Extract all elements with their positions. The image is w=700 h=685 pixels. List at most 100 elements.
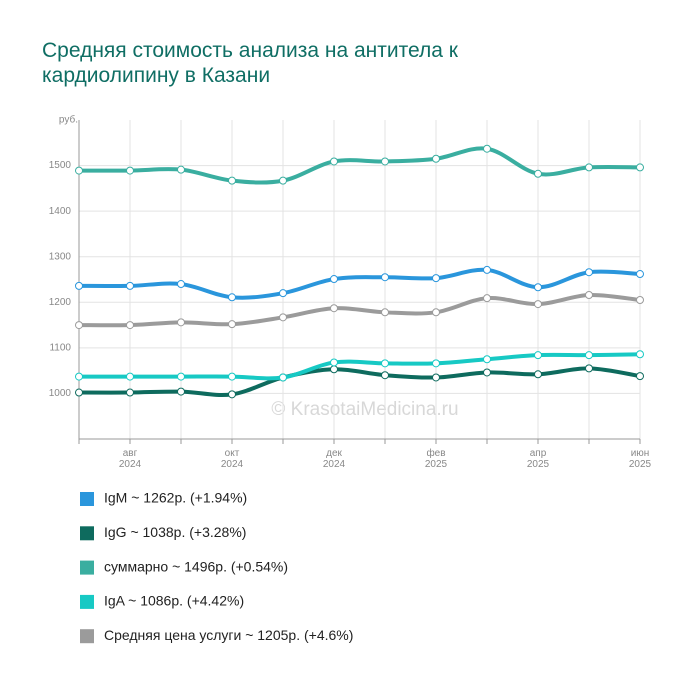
point (585, 364, 593, 373)
x-tick-label-line: окт (225, 448, 240, 459)
point (75, 388, 83, 397)
point (75, 372, 83, 381)
point (126, 281, 134, 290)
x-tick-label: апр 2025 (527, 448, 550, 470)
y-tick-label: 1200 (49, 297, 72, 308)
point (279, 289, 287, 298)
point (126, 372, 134, 381)
legend-swatch (80, 629, 94, 644)
x-tick-label: июн 2025 (629, 448, 652, 470)
point (432, 154, 440, 163)
point (432, 274, 440, 283)
point (75, 321, 83, 330)
point (432, 308, 440, 317)
legend-label: IgM ~ 1262р. (+1.94%) (104, 490, 247, 506)
point (534, 300, 542, 309)
legend-swatch (80, 560, 94, 575)
legend-swatch (80, 492, 94, 506)
legend-label: IgG ~ 1038р. (+3.28%) (104, 524, 246, 540)
point (126, 166, 134, 175)
series-line (78, 146, 641, 185)
x-tick-label: дек 2024 (323, 448, 346, 470)
point (279, 373, 287, 382)
point (177, 280, 185, 289)
point (330, 157, 338, 166)
y-tick-label: 1400 (49, 206, 72, 217)
point (636, 372, 644, 381)
point (585, 163, 593, 172)
x-tick-label-line: фев (426, 447, 445, 459)
point (330, 365, 338, 374)
watermark: © KrasotaiMedicina.ru (271, 399, 458, 420)
y-axis-label: руб. (59, 114, 78, 126)
x-tick-label-line: 2025 (629, 459, 652, 470)
point (126, 321, 134, 330)
series-line (79, 352, 641, 381)
legend-label: IgA ~ 1086р. (+4.42%) (104, 593, 244, 609)
chart-title: Средняя стоимость анализа на антитела к … (42, 39, 458, 87)
x-tick-label-line: 2024 (221, 459, 244, 470)
x-tick-label-line: 2024 (323, 459, 346, 470)
x-tick-label: фев 2025 (425, 447, 448, 470)
point (330, 275, 338, 284)
point (585, 268, 593, 277)
point (228, 320, 236, 329)
point (228, 293, 236, 302)
series-line (78, 366, 641, 397)
point (432, 359, 440, 368)
point (483, 294, 491, 303)
x-tick-label-line: авг (123, 448, 138, 459)
point (177, 387, 185, 396)
point (636, 163, 644, 172)
x-tick-label: авг 2024 (119, 448, 142, 470)
point (381, 308, 389, 317)
series-line (78, 292, 641, 328)
point (330, 304, 338, 313)
point (75, 166, 83, 175)
point (534, 283, 542, 292)
point (279, 176, 287, 185)
y-tick-label: 1000 (49, 388, 72, 399)
point (381, 371, 389, 380)
point (177, 318, 185, 327)
point (228, 372, 236, 381)
point (177, 165, 185, 174)
point (534, 370, 542, 379)
legend-swatch (80, 526, 94, 541)
point (279, 313, 287, 322)
point (534, 351, 542, 360)
point (228, 176, 236, 185)
point (636, 270, 644, 279)
point (585, 351, 593, 360)
x-tick-label-line: июн (631, 448, 650, 459)
y-tick-label: 1300 (49, 251, 72, 262)
y-tick-label: 1100 (49, 342, 71, 353)
point (483, 355, 491, 364)
point (126, 388, 134, 397)
point (432, 373, 440, 382)
point (75, 281, 83, 290)
series-line (78, 267, 641, 300)
point (483, 265, 491, 274)
point (636, 350, 644, 359)
point (483, 144, 491, 153)
point (585, 290, 593, 299)
x-tick-label-line: 2025 (527, 459, 550, 470)
point (177, 372, 185, 381)
x-tick-label-line: апр (530, 448, 547, 459)
x-tick-label-line: 2025 (425, 459, 448, 470)
legend-label: Средняя цена услуги ~ 1205р. (+4.6%) (104, 627, 353, 643)
x-tick-label: окт 2024 (221, 448, 244, 470)
x-tick-label-line: 2024 (119, 459, 142, 470)
point (381, 359, 389, 368)
point (534, 169, 542, 178)
legend-label: суммарно ~ 1496р. (+0.54%) (104, 558, 288, 574)
y-tick-label: 1500 (49, 160, 72, 171)
legend-swatch (80, 594, 94, 609)
point (483, 368, 491, 377)
point (330, 358, 338, 367)
point (381, 273, 389, 282)
x-tick-label-line: дек (326, 448, 342, 459)
